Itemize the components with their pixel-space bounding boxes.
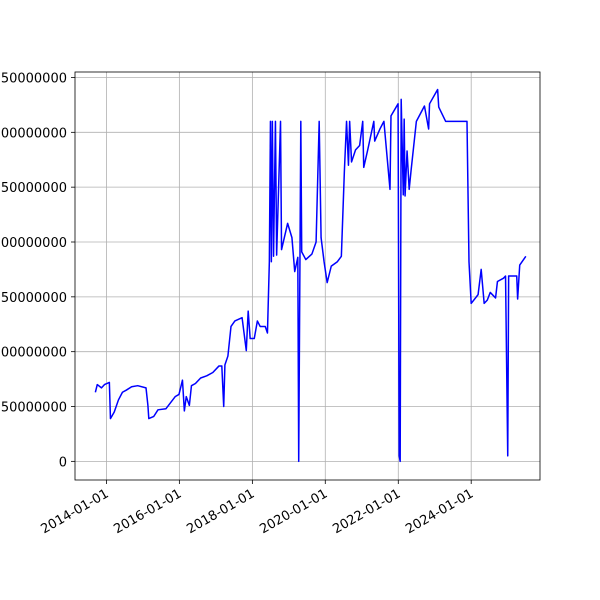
plot-frame <box>74 71 541 481</box>
x-tick-label: 2024-01-01 <box>403 486 476 537</box>
x-tick-label: 2014-01-01 <box>39 486 112 537</box>
x-tick-label: 2020-01-01 <box>257 486 330 537</box>
y-tick-label: 100000000 <box>0 346 67 361</box>
y-tick-label: 50000000 <box>1 401 67 416</box>
y-tick-label: 150000000 <box>0 291 67 306</box>
y-tick-label: 250000000 <box>0 181 67 196</box>
y-tick-label: 350000000 <box>0 71 67 86</box>
x-tick-label: 2016-01-01 <box>111 486 184 537</box>
x-tick-label: 2022-01-01 <box>330 486 403 537</box>
data-line <box>94 88 527 463</box>
x-tick-label: 2018-01-01 <box>184 486 257 537</box>
y-tick-label: 0 <box>59 455 67 470</box>
y-tick-label: 200000000 <box>0 236 67 251</box>
y-tick-label: 300000000 <box>0 126 67 141</box>
